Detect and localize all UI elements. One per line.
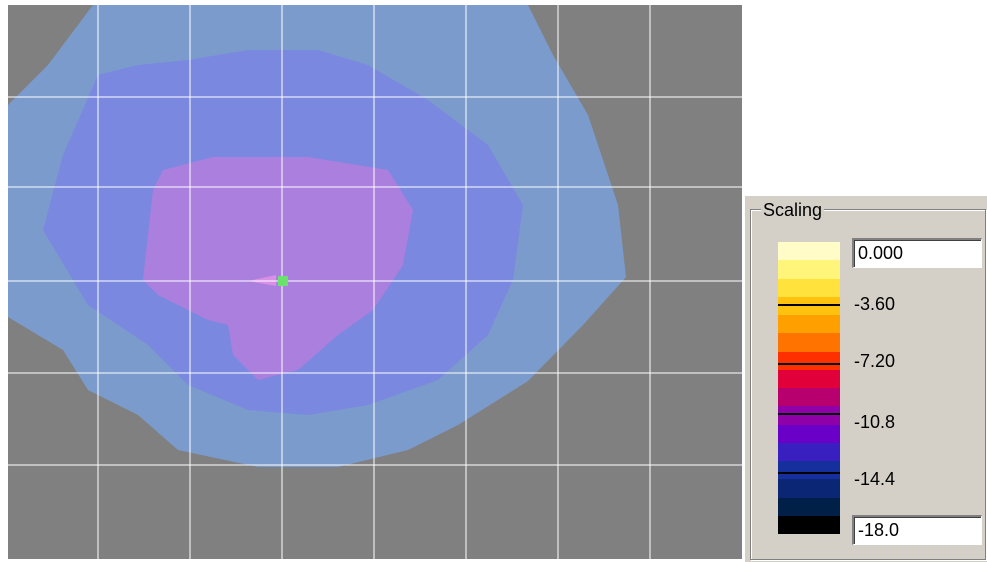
color-swatch	[778, 369, 840, 388]
tick-label: -7.20	[854, 351, 896, 371]
color-swatch	[778, 388, 840, 407]
contour-band	[143, 157, 413, 380]
max-value-input[interactable]	[852, 238, 982, 268]
color-swatch	[778, 278, 840, 297]
color-swatch	[778, 242, 840, 261]
tick-line	[778, 304, 840, 306]
tick-label: -10.8	[854, 412, 896, 432]
color-swatch	[778, 351, 840, 370]
scaling-panel: Scaling -3.60 -7.20 -10.8 -14.4	[744, 195, 987, 562]
color-swatch	[778, 424, 840, 443]
contour-bands	[8, 5, 742, 559]
color-swatch	[778, 479, 840, 498]
tick-label: -3.60	[854, 294, 896, 314]
color-swatch	[778, 515, 840, 534]
center-marker[interactable]	[278, 276, 288, 286]
contour-plot[interactable]	[8, 5, 742, 559]
plot-grid	[8, 5, 742, 559]
color-swatch	[778, 406, 840, 425]
color-swatch	[778, 442, 840, 461]
color-swatch	[778, 315, 840, 334]
color-swatch	[778, 497, 840, 516]
min-value-input[interactable]	[852, 515, 982, 545]
color-swatch	[778, 461, 840, 480]
scaling-title: Scaling	[761, 200, 825, 220]
color-scale-bar	[778, 242, 840, 534]
contour-plot-svg	[8, 5, 742, 559]
color-swatch	[778, 260, 840, 279]
tick-line	[778, 413, 840, 415]
contour-band	[8, 5, 108, 73]
tick-line	[778, 472, 840, 474]
tick-line	[778, 363, 840, 365]
scaling-groupbox	[750, 209, 986, 560]
tick-label: -14.4	[854, 469, 896, 489]
color-swatch	[778, 333, 840, 352]
